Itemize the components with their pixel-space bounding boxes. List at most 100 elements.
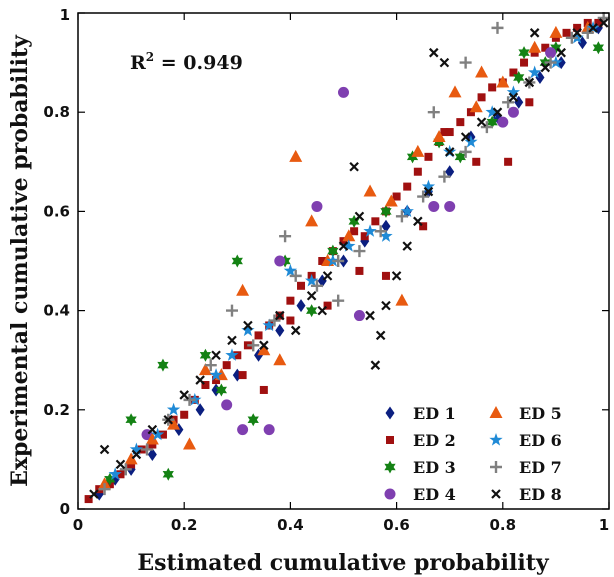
data-point xyxy=(225,348,239,361)
data-point xyxy=(290,325,301,336)
data-point xyxy=(310,279,323,292)
data-point xyxy=(577,36,587,50)
legend-marker xyxy=(490,461,502,473)
data-point xyxy=(365,310,375,321)
legend-marker xyxy=(386,436,394,444)
data-point xyxy=(556,47,566,58)
data-point xyxy=(262,318,276,332)
data-point xyxy=(354,211,365,222)
data-point xyxy=(488,83,497,92)
data-point xyxy=(492,107,503,117)
legend-marker xyxy=(491,489,501,499)
data-point xyxy=(428,47,439,58)
data-point xyxy=(491,21,504,34)
data-point xyxy=(438,170,451,183)
x-tick-label: 0.4 xyxy=(277,516,304,534)
data-point xyxy=(363,184,377,197)
data-point xyxy=(323,301,332,310)
data-point xyxy=(215,383,227,397)
plot-frame xyxy=(77,12,610,510)
legend-label: ED 3 xyxy=(413,458,456,477)
data-point xyxy=(231,254,243,268)
data-point xyxy=(348,214,360,228)
data-point xyxy=(157,358,169,372)
data-point xyxy=(445,165,455,179)
axis-ticks: 00 0.2 0.2 0.4 0.4 0.6 0.6 0.8 0.8 1 1 xyxy=(43,6,610,534)
y-tick-label: 0.6 xyxy=(43,202,70,220)
data-point xyxy=(472,157,481,166)
data-point xyxy=(524,77,535,88)
data-point xyxy=(421,179,436,193)
data-point xyxy=(395,210,408,223)
legend-marker xyxy=(385,406,395,420)
data-point xyxy=(119,463,132,476)
data-point xyxy=(201,381,210,389)
data-point xyxy=(428,200,440,212)
legend-item: ED 6 xyxy=(489,431,562,450)
data-point xyxy=(268,314,281,327)
legend-label: ED 2 xyxy=(413,431,456,450)
y-tick-label: 0.4 xyxy=(43,302,70,320)
data-point xyxy=(237,424,249,436)
data-point xyxy=(540,62,551,73)
data-point xyxy=(572,28,582,38)
y-tick-label: 0.2 xyxy=(43,401,70,419)
data-point xyxy=(198,363,212,376)
data-point xyxy=(371,217,380,226)
data-point xyxy=(311,200,323,212)
data-point xyxy=(520,58,529,67)
r-squared-base: R xyxy=(130,52,146,74)
data-point xyxy=(395,293,409,306)
data-point xyxy=(141,443,154,456)
data-point xyxy=(400,204,414,218)
data-point xyxy=(529,28,540,38)
data-point xyxy=(353,310,365,322)
data-point xyxy=(363,224,377,237)
data-point xyxy=(263,424,275,436)
data-point xyxy=(581,26,594,39)
data-point xyxy=(513,70,525,84)
data-point xyxy=(545,47,557,59)
data-point xyxy=(423,186,434,197)
data-point xyxy=(195,403,205,417)
y-tick-label: 0 xyxy=(60,500,70,518)
data-point xyxy=(417,190,430,203)
data-point xyxy=(477,93,486,102)
data-point xyxy=(413,167,422,176)
data-point xyxy=(444,147,455,157)
data-point xyxy=(375,330,386,341)
data-point xyxy=(236,283,250,296)
data-point xyxy=(391,271,402,281)
legend-item: ED 4 xyxy=(384,485,456,504)
data-point xyxy=(432,130,446,142)
data-point xyxy=(233,351,242,360)
data-point xyxy=(370,360,381,370)
data-point xyxy=(147,424,158,435)
data-point xyxy=(454,150,466,164)
data-point xyxy=(528,40,542,53)
data-point xyxy=(506,85,521,99)
data-point xyxy=(180,410,189,419)
data-point xyxy=(116,470,125,479)
data-point xyxy=(179,390,189,400)
data-point xyxy=(273,353,287,366)
data-point xyxy=(380,204,392,218)
data-point xyxy=(413,216,423,227)
data-point xyxy=(99,444,110,455)
legend-item: ED 5 xyxy=(489,404,562,423)
x-tick-label: 1 xyxy=(599,516,609,534)
data-point xyxy=(508,92,519,103)
data-point xyxy=(541,43,550,52)
data-point xyxy=(306,304,318,318)
data-point xyxy=(274,255,286,267)
data-point xyxy=(464,134,478,148)
data-point xyxy=(125,413,137,427)
legend-marker xyxy=(489,433,503,446)
data-point xyxy=(544,56,557,69)
legend-marker xyxy=(384,488,396,500)
data-point xyxy=(381,300,391,311)
data-point xyxy=(279,230,292,243)
data-point xyxy=(444,200,456,212)
data-point xyxy=(514,95,524,109)
data-point xyxy=(166,402,181,416)
